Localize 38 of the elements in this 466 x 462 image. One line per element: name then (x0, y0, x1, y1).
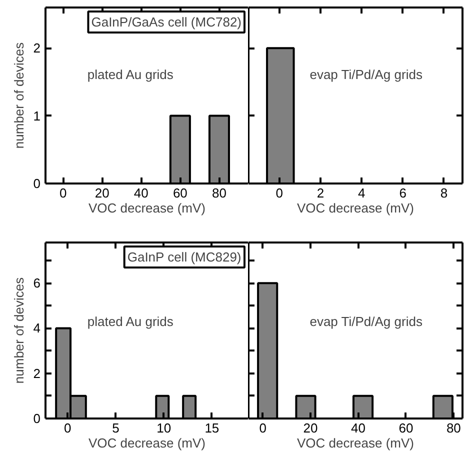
x-tick-label: 60 (172, 186, 188, 200)
y-tick-label: 2 (33, 366, 41, 381)
x-tick-label: 2 (316, 186, 324, 200)
x-tick-label: 20 (94, 186, 110, 200)
x-tick-label: 5 (112, 420, 120, 436)
x-tick-label: 20 (303, 420, 318, 436)
x-axis-title: VOC decrease (mV) (88, 436, 206, 450)
y-tick-label: 6 (33, 276, 41, 291)
y-axis-title: number of devices (11, 276, 26, 384)
x-axis-title: VOC decrease (mV) (296, 200, 414, 216)
x-tick-label: 40 (134, 186, 148, 200)
x-tick-label: 0 (59, 186, 67, 200)
x-tick-label: 60 (398, 420, 414, 436)
annotation: evap Ti/Pd/Ag grids (310, 66, 423, 82)
y-tick-label: 0 (33, 176, 41, 191)
x-axis-title: VOC decrease (mV) (296, 436, 414, 450)
x-tick-label: 0 (64, 420, 72, 436)
x-axis-title: VOC decrease (mV) (88, 200, 206, 216)
x-tick-label: 80 (212, 186, 226, 200)
annotation: evap Ti/Pd/Ag grids (310, 314, 423, 330)
x-tick-label: 80 (446, 420, 461, 436)
y-tick-label: 1 (33, 108, 41, 124)
x-tick-label: 10 (156, 420, 172, 436)
x-tick-label: 15 (204, 420, 220, 436)
y-tick-label: 0 (33, 411, 41, 426)
text: GaInP cell (MC829) (127, 250, 242, 264)
annotation: plated Au grids (87, 314, 174, 330)
y-tick-label: 2 (33, 40, 41, 56)
y-tick-label: 4 (33, 320, 41, 336)
x-tick-label: 4 (358, 186, 366, 200)
x-tick-label: 40 (351, 420, 366, 436)
y-axis-title: number of devices (11, 42, 26, 149)
x-tick-label: 8 (440, 186, 448, 200)
x-tick-label: 6 (399, 186, 406, 200)
annotation: plated Au grids (87, 66, 174, 82)
x-tick-label: 0 (259, 420, 266, 436)
text: GaInP/GaAs cell (MC782) (91, 14, 242, 30)
x-tick-label: 0 (276, 186, 283, 200)
